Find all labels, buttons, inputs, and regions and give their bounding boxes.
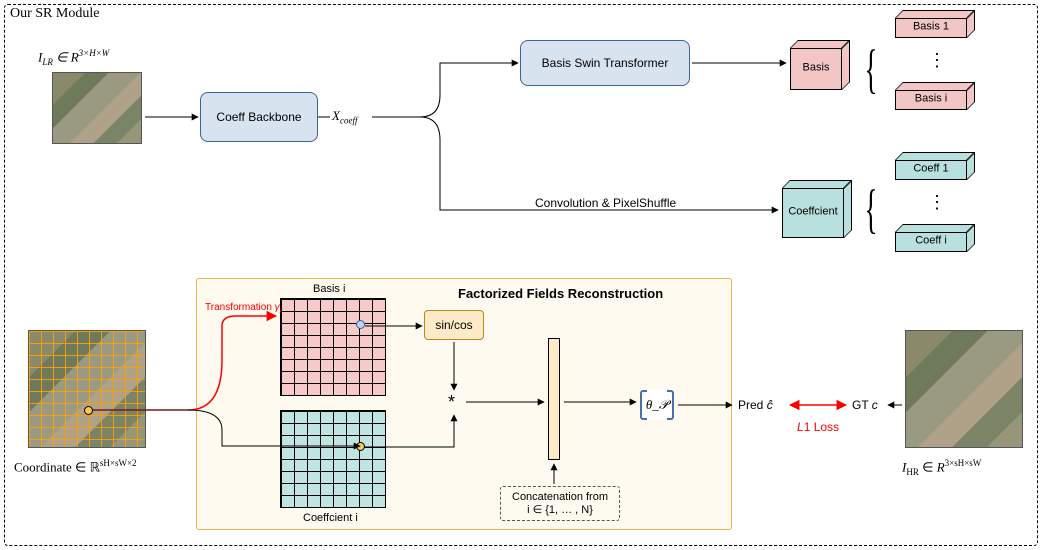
basis-grid	[280, 298, 386, 396]
gt-label: GT c	[852, 398, 878, 412]
basis-swin-node: Basis Swin Transformer	[520, 40, 690, 86]
concat-box: Concatenation from i ∈ {1, … , N}	[500, 486, 620, 521]
star-op: *	[448, 392, 455, 413]
conv-pixelshuffle-label: Convolution & PixelShuffle	[535, 196, 676, 210]
brace-coeff: {	[864, 178, 877, 240]
l1-label: L1 Loss	[797, 420, 839, 434]
coeff-cube-label: Coeffcient	[782, 205, 844, 217]
lr-image	[52, 72, 142, 144]
vdots-coeff: ⋮	[928, 192, 946, 213]
theta-node: θ_𝒫	[640, 390, 674, 420]
coeff-1-label: Coeff 1	[895, 162, 967, 174]
coeff-grid	[280, 410, 386, 508]
sincos-node: sin/cos	[424, 310, 484, 340]
coordinate-label: Coordinate ∈ ℝsH×sW×2	[14, 458, 137, 475]
basis-grid-label: Basis i	[313, 283, 345, 295]
basis-grid-dot	[356, 320, 365, 329]
pred-label: Pred ĉ	[738, 398, 773, 412]
x-coeff-label: Xcoeff	[332, 108, 357, 126]
basis-1-cube: Basis 1	[895, 10, 967, 38]
coeff-1-cube: Coeff 1	[895, 152, 967, 180]
factorized-title: Factorized Fields Reconstruction	[458, 286, 663, 301]
coeff-i-label: Coeff i	[895, 234, 967, 246]
coeff-grid-dot	[356, 442, 365, 451]
basis-i-label: Basis i	[895, 92, 967, 104]
basis-cube-label: Basis	[790, 61, 842, 73]
input-lr-label: ILR ∈ R3×H×W	[38, 48, 109, 67]
hr-label: IHR ∈ R3×sH×sW	[902, 458, 981, 477]
module-title: Our SR Module	[10, 6, 99, 22]
basis-1-label: Basis 1	[895, 20, 967, 32]
coeff-backbone-node: Coeff Backbone	[200, 92, 318, 142]
hr-image	[905, 330, 1023, 448]
vdots-basis: ⋮	[928, 50, 946, 71]
coeff-i-cube: Coeff i	[895, 224, 967, 252]
coord-dot	[84, 406, 93, 415]
coeff-cube: Coeffcient	[782, 180, 844, 238]
basis-cube: Basis	[790, 40, 842, 90]
basis-i-cube: Basis i	[895, 82, 967, 110]
brace-basis: {	[864, 38, 877, 100]
coordinate-image	[28, 330, 146, 448]
concat-text: Concatenation from i ∈ {1, … , N}	[512, 491, 608, 516]
concat-bar	[548, 338, 560, 460]
theta-label: θ_𝒫	[646, 397, 668, 413]
transformation-label: Transformation γi	[205, 302, 281, 315]
coeff-grid-label: Coeffcient i	[303, 512, 358, 524]
